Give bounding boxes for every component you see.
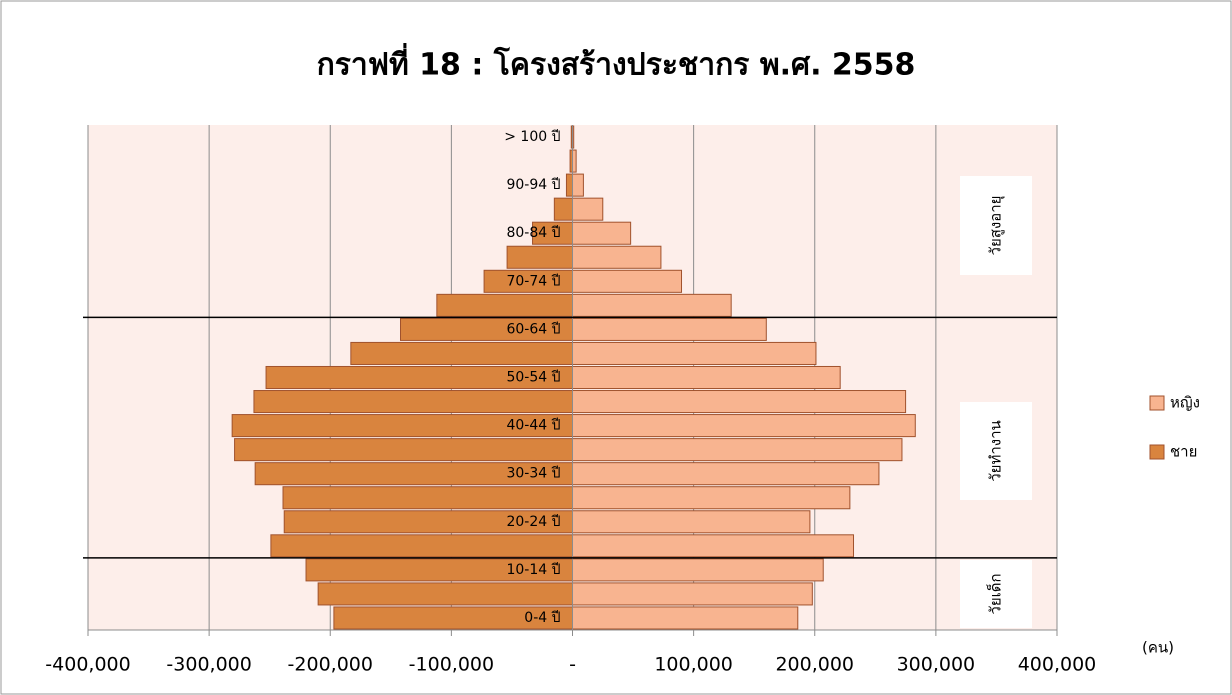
bar <box>572 606 799 630</box>
bar <box>572 510 811 534</box>
bar <box>350 341 573 365</box>
bar <box>572 414 916 438</box>
bar <box>317 582 574 606</box>
bar <box>572 221 632 245</box>
annotation-box <box>960 402 1032 500</box>
bar <box>572 582 813 606</box>
y-tick-label: 50-54 ปี <box>506 370 560 386</box>
legend-swatch <box>1149 444 1165 460</box>
annotation: วัยเด็ก <box>986 573 1005 614</box>
x-tick-label: -400,000 <box>45 654 130 676</box>
bar <box>572 173 584 197</box>
y-tick-label: 60-64 ปี <box>506 321 560 337</box>
bar <box>572 197 604 221</box>
y-tick-label: 20-24 ปี <box>506 514 560 530</box>
bar <box>572 317 767 341</box>
x-tick-label: 400,000 <box>1018 654 1097 676</box>
bar <box>572 293 732 317</box>
bar <box>572 390 907 414</box>
y-tick-label: 90-94 ปี <box>506 177 560 193</box>
bar <box>572 438 903 462</box>
annotation-box <box>960 560 1032 628</box>
bar <box>253 390 573 414</box>
legend-label: ชาย <box>1170 443 1197 461</box>
bar <box>565 173 573 197</box>
bar <box>572 269 683 293</box>
bar <box>572 365 841 390</box>
annotation-box <box>960 176 1032 275</box>
bar <box>572 558 824 582</box>
y-tick-label: 40-44 ปี <box>506 418 560 434</box>
bar <box>572 149 577 173</box>
annotation: วัยทำงาน <box>987 420 1005 482</box>
y-tick-label: 30-34 ปี <box>506 466 560 482</box>
bar <box>553 197 573 221</box>
y-tick-label: 80-84 ปี <box>506 225 560 241</box>
bar <box>572 534 855 558</box>
bar <box>270 534 573 558</box>
x-tick-label: 100,000 <box>654 654 733 676</box>
bar <box>234 438 573 462</box>
legend-label: หญิง <box>1170 394 1200 412</box>
bar <box>282 486 573 510</box>
bar <box>572 462 880 486</box>
x-tick-label: -300,000 <box>166 654 251 676</box>
y-tick-label: 70-74 ปี <box>506 273 560 289</box>
chart-title: กราฟที่ 18 : โครงสร้างประชากร พ.ศ. 2558 <box>317 43 916 83</box>
bar <box>506 245 573 269</box>
bar <box>572 245 662 269</box>
y-tick-label: 10-14 ปี <box>506 562 560 578</box>
y-tick-label: 0-4 ปี <box>524 610 560 626</box>
x-tick-label: - <box>569 654 576 676</box>
x-tick-label: -200,000 <box>288 654 373 676</box>
bar <box>572 341 817 365</box>
y-tick-label: > 100 ปี <box>504 129 560 145</box>
x-tick-label: 200,000 <box>775 654 854 676</box>
bar <box>436 293 573 317</box>
x-tick-label: -100,000 <box>409 654 494 676</box>
annotation: วัยสูงอายุ <box>987 196 1006 256</box>
bar <box>572 486 851 510</box>
legend-swatch <box>1149 395 1165 411</box>
x-tick-label: 300,000 <box>897 654 976 676</box>
x-unit: (คน) <box>1142 639 1174 657</box>
